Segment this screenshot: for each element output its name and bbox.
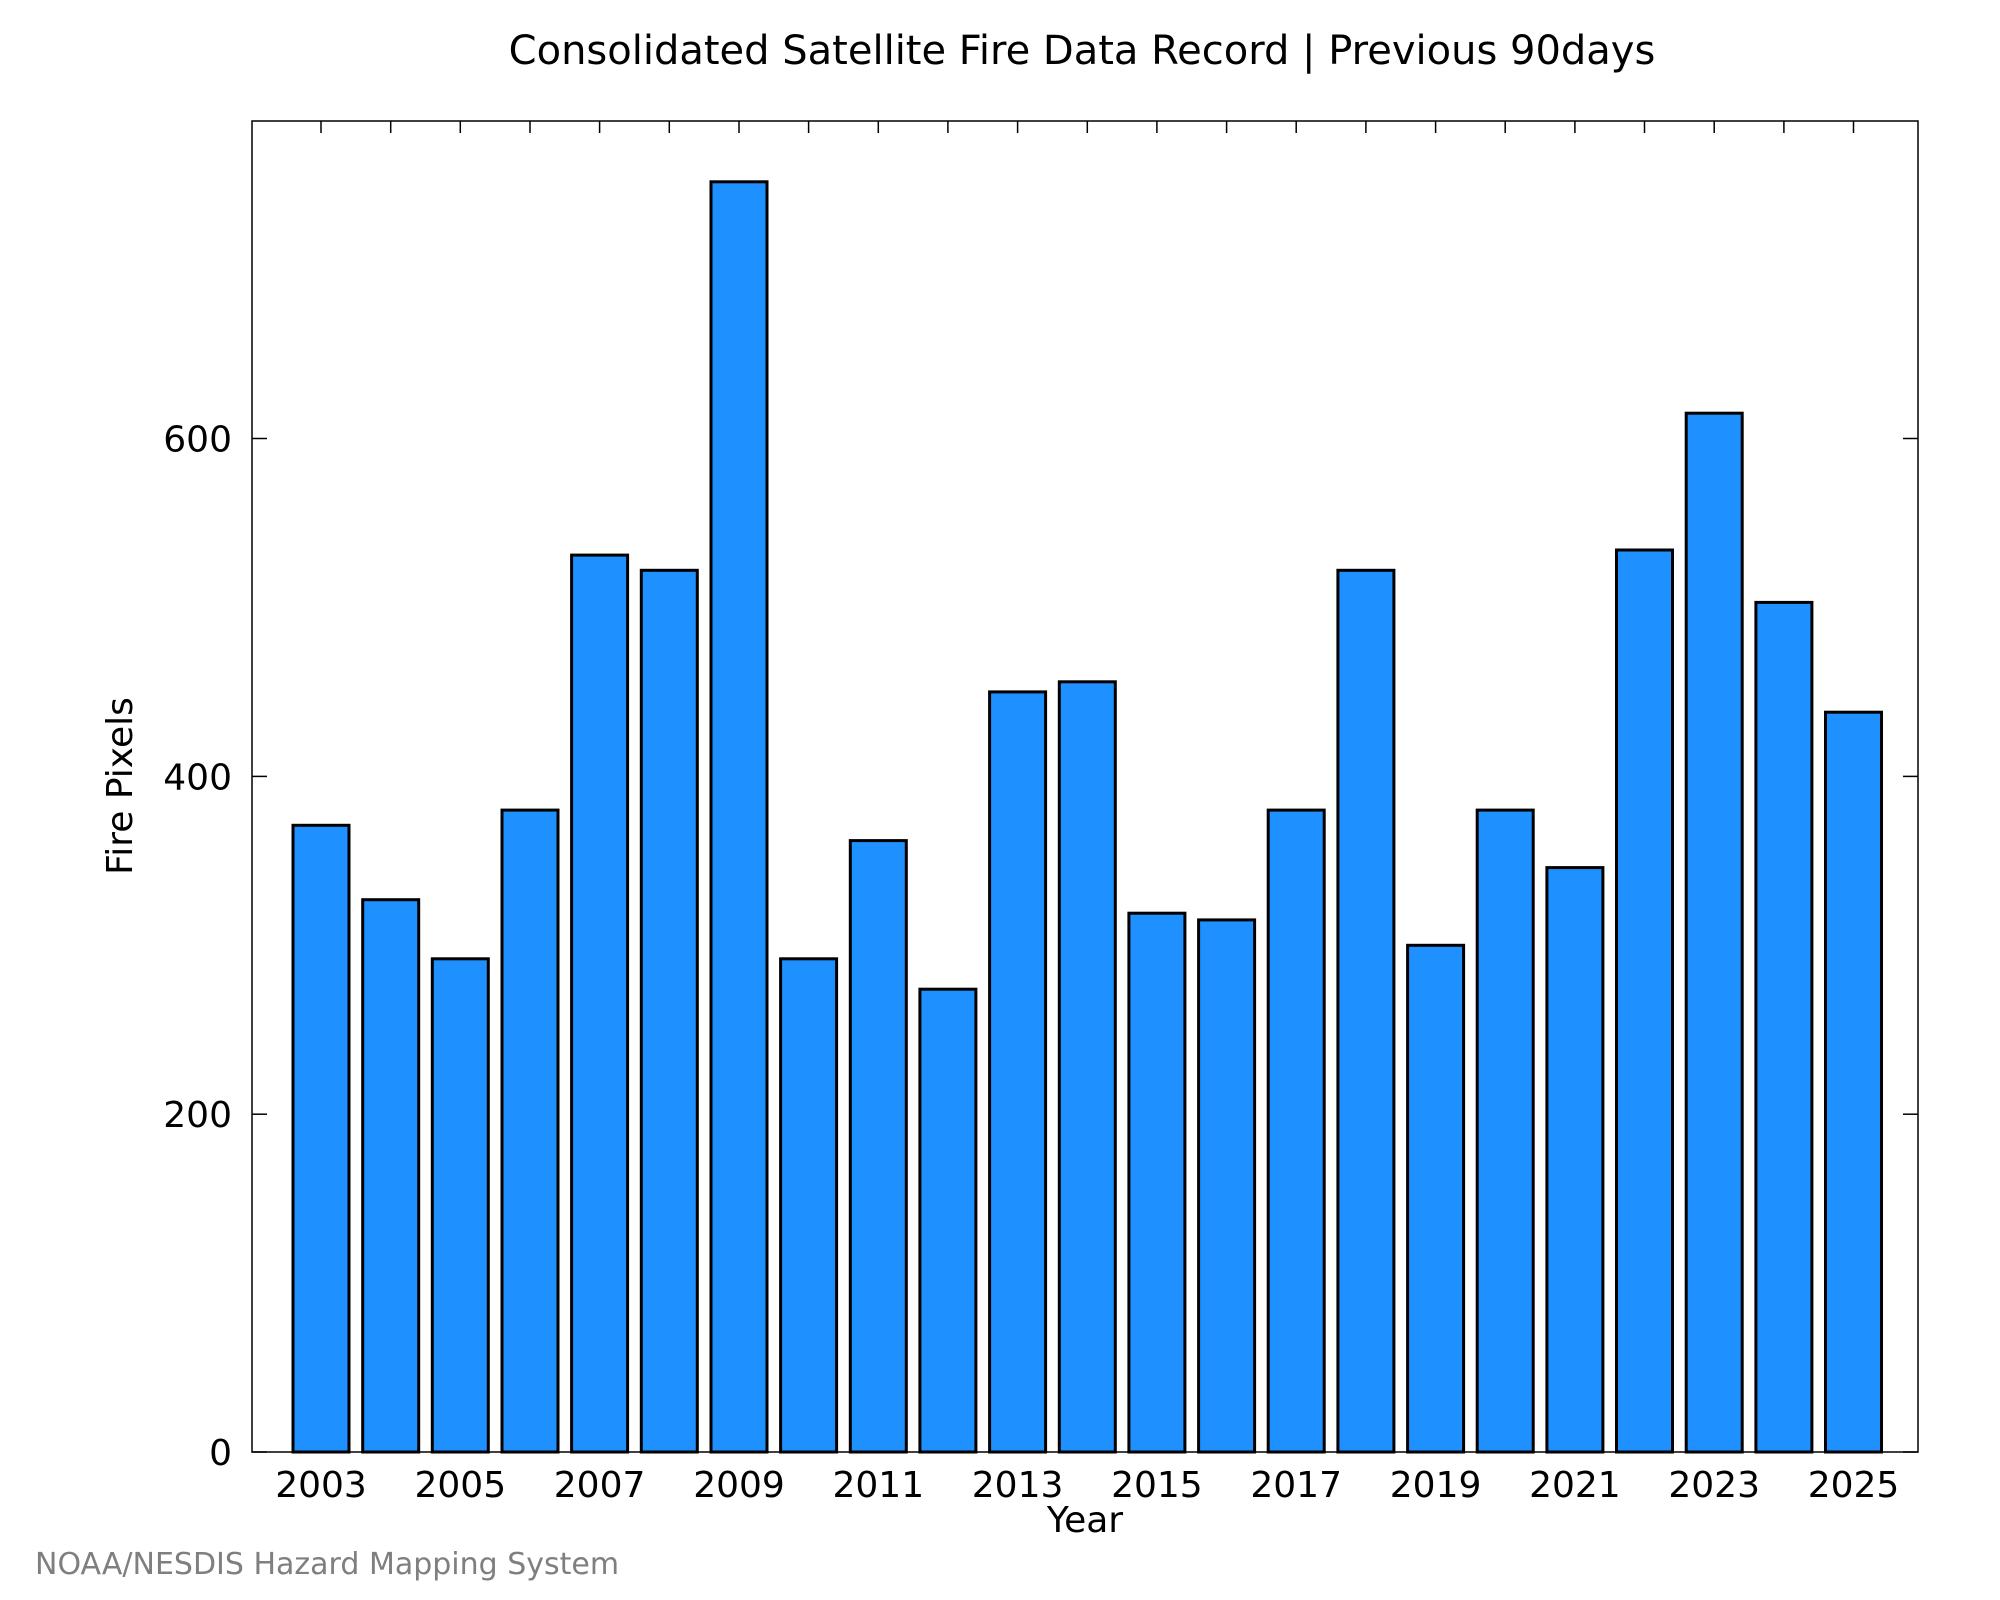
- bar-2003: [291, 823, 351, 1454]
- bar-2004: [361, 898, 421, 1454]
- bar-2006: [500, 808, 560, 1454]
- bar-2015: [1127, 911, 1187, 1454]
- x-tick-label-2025: 2025: [1808, 1465, 1900, 1506]
- bar-2023: [1684, 411, 1744, 1454]
- credit-text: NOAA/NESDIS Hazard Mapping System: [35, 1547, 619, 1582]
- y-axis-tick-labels: 0 200 400 600: [163, 420, 232, 1475]
- bar-2008: [639, 568, 699, 1454]
- x-tick-label-2019: 2019: [1390, 1465, 1482, 1506]
- y-tick-label-200: 200: [163, 1095, 232, 1136]
- bar-2024: [1754, 600, 1814, 1454]
- bar-2020: [1475, 808, 1535, 1454]
- x-tick-label-2023: 2023: [1668, 1465, 1760, 1506]
- x-tick-label-2011: 2011: [832, 1465, 924, 1506]
- bar-2013: [988, 690, 1048, 1454]
- bar-2025: [1824, 710, 1883, 1454]
- bar-2009: [709, 180, 769, 1454]
- bar-2014: [1057, 680, 1117, 1454]
- bar-2018: [1336, 568, 1396, 1454]
- bar-2017: [1266, 808, 1326, 1454]
- x-tick-label-2017: 2017: [1250, 1465, 1342, 1506]
- bar-2019: [1406, 943, 1466, 1454]
- x-tick-label-2021: 2021: [1529, 1465, 1621, 1506]
- x-axis-tick-labels: 2003 2005 2007 2009 2011 2013 2015 2017 2019 2021…: [275, 1465, 1899, 1506]
- y-tick-label-400: 400: [163, 757, 232, 798]
- bar-2016: [1197, 918, 1257, 1454]
- y-axis-label: Fire Pixels: [100, 697, 141, 875]
- bar-2005: [430, 957, 490, 1454]
- bar-2022: [1615, 548, 1674, 1454]
- bar-2011: [848, 839, 908, 1454]
- bar-2021: [1545, 866, 1605, 1454]
- y-tick-label-600: 600: [163, 420, 232, 461]
- x-tick-label-2015: 2015: [1111, 1465, 1203, 1506]
- x-tick-label-2007: 2007: [554, 1465, 646, 1506]
- bar-2010: [779, 957, 839, 1454]
- bar-2007: [570, 553, 630, 1454]
- x-tick-label-2005: 2005: [414, 1465, 506, 1506]
- bars-group: [291, 180, 1883, 1454]
- bar-2012: [918, 987, 978, 1454]
- chart-title: Consolidated Satellite Fire Data Record …: [509, 28, 1656, 74]
- x-tick-label-2013: 2013: [972, 1465, 1064, 1506]
- x-tick-label-2003: 2003: [275, 1465, 367, 1506]
- x-axis-label: Year: [1046, 1500, 1123, 1541]
- x-tick-label-2009: 2009: [693, 1465, 785, 1506]
- y-tick-label-0: 0: [209, 1433, 232, 1474]
